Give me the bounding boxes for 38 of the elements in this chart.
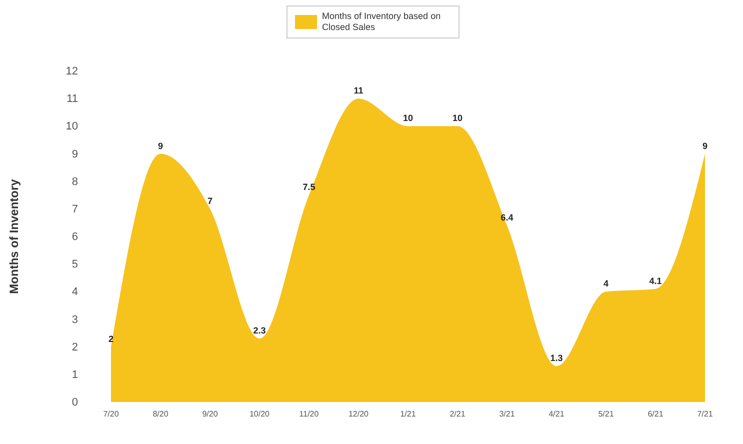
data-label: 7	[207, 196, 213, 206]
x-tick-label: 12/20	[348, 410, 370, 419]
y-tick-label: 4	[72, 286, 78, 298]
x-tick-label: 11/20	[299, 410, 320, 419]
x-tick-label: 1/21	[400, 410, 416, 419]
y-tick-label: 0	[72, 396, 78, 409]
data-label: 11	[354, 86, 364, 96]
data-label: 10	[452, 113, 463, 124]
data-label: 2.3	[253, 326, 266, 336]
y-tick-label: 10	[66, 120, 78, 133]
x-tick-label: 3/21	[499, 410, 516, 419]
y-tick-label: 11	[66, 93, 78, 106]
y-tick-label: 1	[72, 368, 78, 381]
y-tick-label: 2	[72, 341, 78, 354]
x-tick-label: 5/21	[598, 410, 614, 419]
y-tick-label: 5	[72, 258, 78, 271]
x-tick-label: 4/21	[548, 410, 565, 419]
y-tick-label: 12	[66, 66, 78, 78]
x-tick-label: 9/20	[202, 410, 218, 419]
data-label: 1.3	[550, 353, 563, 364]
y-tick-label: 9	[72, 148, 78, 160]
y-tick-label: 6	[72, 231, 78, 244]
y-tick-label: 8	[72, 176, 78, 188]
data-label: 9	[702, 140, 708, 151]
x-tick-label: 2/21	[450, 410, 466, 419]
data-label: 4.1	[649, 276, 662, 286]
x-tick-label: 7/21	[697, 410, 714, 419]
data-label: 4	[603, 278, 609, 289]
x-tick-label: 6/21	[648, 410, 664, 419]
x-tick-label: 8/20	[152, 410, 169, 419]
data-label: 9	[158, 140, 164, 151]
legend-label: Months of Inventory based on Closed Sales	[322, 11, 441, 32]
y-tick-label: 7	[72, 203, 78, 216]
x-tick-label: 7/20	[103, 410, 120, 419]
y-axis-title: Months of Inventory	[7, 178, 21, 294]
x-tick-label: 10/20	[249, 410, 270, 419]
y-tick-label: 3	[72, 314, 78, 326]
data-label: 10	[402, 113, 414, 124]
